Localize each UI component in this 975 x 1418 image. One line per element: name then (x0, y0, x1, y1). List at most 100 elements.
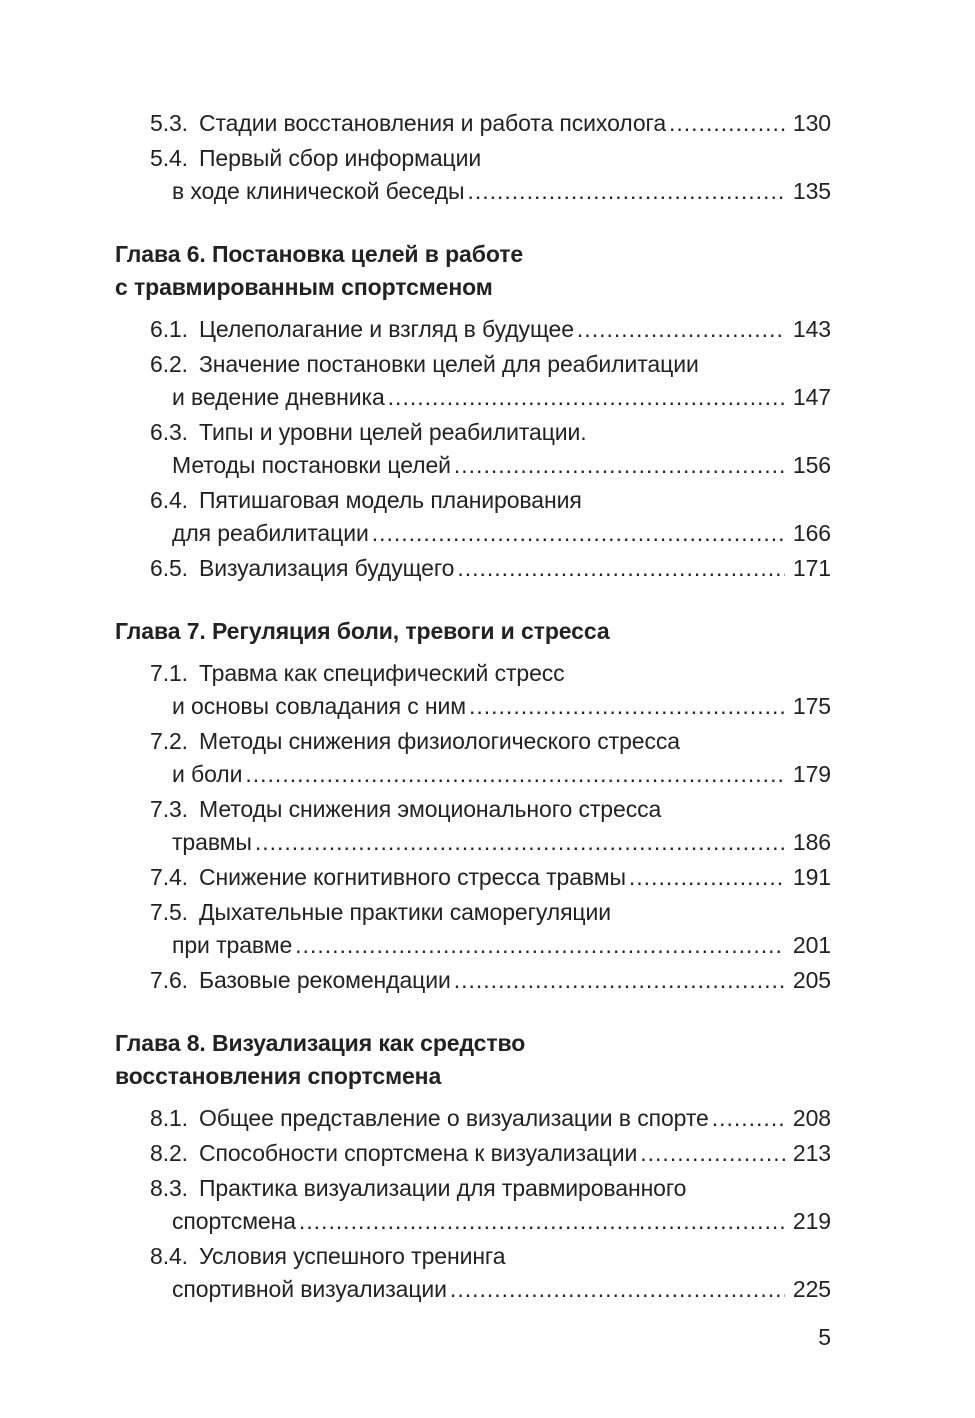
dot-leader (457, 552, 785, 585)
entry-title: и боли (172, 761, 243, 787)
table-of-contents: 5.3. Стадии восстановления и работа психо… (115, 107, 831, 1306)
entry-number: 5.3. (150, 110, 188, 136)
dot-leader (640, 1137, 785, 1170)
toc-entry: 7.2. Методы снижения физиологического стр… (115, 725, 831, 791)
toc-entry-line: Методы постановки целей 156 (172, 449, 831, 482)
entry-number: 7.5. (150, 899, 188, 925)
entry-page-number: 208 (792, 1105, 831, 1131)
entry-title: спортсмена (172, 1208, 296, 1234)
toc-entry-line: 6.1. Целеполагание и взгляд в будущее 143 (150, 313, 831, 346)
toc-entry-line: 5.4. Первый сбор информации (150, 142, 831, 175)
chapter-heading: Глава 6. Постановка целей в работе с трав… (115, 238, 831, 304)
entry-number: 6.1. (150, 316, 188, 342)
page-number-folio: 5 (818, 1324, 831, 1350)
toc-section: Глава 8. Визуализация как средство восста… (115, 1027, 831, 1306)
entry-title: Целеполагание и взгляд в будущее (199, 316, 574, 342)
dot-leader (372, 517, 785, 550)
entry-number: 6.3. (150, 419, 188, 445)
entry-title: при травме (172, 932, 293, 958)
entry-title: Значение постановки целей для реабилитац… (199, 351, 699, 377)
entry-title: Стадии восстановления и работа психолога (199, 110, 667, 136)
entry-number: 7.1. (150, 660, 188, 686)
entry-number: 7.6. (150, 967, 188, 993)
toc-entry-line: 6.3. Типы и уровни целей реабилитации. (150, 416, 831, 449)
dot-leader (299, 1205, 785, 1238)
entry-page-number: 175 (792, 693, 831, 719)
entry-page-number: 130 (792, 110, 831, 136)
entry-page-number: 205 (792, 967, 831, 993)
toc-entry-line: 6.2. Значение постановки целей для реабил… (150, 348, 831, 381)
entry-title: Общее представление о визуализации в спо… (199, 1105, 709, 1131)
toc-entry: 8.1. Общее представление о визуализации в… (115, 1102, 831, 1135)
toc-entry-line: 7.1. Травма как специфический стресс (150, 657, 831, 690)
toc-entry: 7.5. Дыхательные практики саморегуляции пр… (115, 896, 831, 962)
toc-entry-line: 5.3. Стадии восстановления и работа психо… (150, 107, 831, 140)
entry-title: спортивной визуализации (172, 1276, 447, 1302)
dot-leader (467, 175, 785, 208)
entry-title: травмы (172, 829, 252, 855)
chapter-heading: Глава 8. Визуализация как средство восста… (115, 1027, 831, 1093)
entry-page-number: 171 (792, 555, 831, 581)
dot-leader (454, 449, 785, 482)
entry-page-number: 179 (792, 761, 831, 787)
toc-entry-line: в ходе клинической беседы 135 (172, 175, 831, 208)
chapter-heading-line: Глава 7. Регуляция боли, тревоги и стрес… (115, 618, 610, 644)
entry-number: 5.4. (150, 145, 188, 171)
toc-entry: 7.3. Методы снижения эмоционального стрес… (115, 793, 831, 859)
dot-leader (712, 1102, 785, 1135)
dot-leader (577, 313, 785, 346)
toc-entry: 8.3. Практика визуализации для травмирова… (115, 1172, 831, 1238)
dot-leader (629, 861, 785, 894)
toc-entry: 6.1. Целеполагание и взгляд в будущее 143 (115, 313, 831, 346)
entry-title: Дыхательные практики саморегуляции (199, 899, 612, 925)
entry-page-number: 186 (792, 829, 831, 855)
entry-title: Практика визуализации для травмированног… (199, 1175, 687, 1201)
toc-section: Глава 6. Постановка целей в работе с трав… (115, 238, 831, 585)
toc-entry-line: 7.4. Снижение когнитивного стресса травмы… (150, 861, 831, 894)
entry-title: Травма как специфический стресс (199, 660, 565, 686)
toc-entry-line: спортивной визуализации 225 (172, 1273, 831, 1306)
toc-entry-line: 7.6. Базовые рекомендации 205 (150, 964, 831, 997)
toc-entry-line: 7.3. Методы снижения эмоционального стрес… (150, 793, 831, 826)
dot-leader (669, 107, 785, 140)
toc-section: 5.3. Стадии восстановления и работа психо… (115, 107, 831, 208)
toc-entry-line: 6.5. Визуализация будущего 171 (150, 552, 831, 585)
entry-page-number: 225 (792, 1276, 831, 1302)
toc-entry-line: 6.4. Пятишаговая модель планирования (150, 484, 831, 517)
entry-title: Пятишаговая модель планирования (199, 487, 582, 513)
entry-title: Методы снижения эмоционального стресса (199, 796, 662, 822)
toc-entry: 6.5. Визуализация будущего 171 (115, 552, 831, 585)
entry-number: 7.3. (150, 796, 188, 822)
entry-title: и ведение дневника (172, 384, 385, 410)
entry-title: в ходе клинической беседы (172, 178, 465, 204)
toc-entry: 7.1. Травма как специфический стресс и осн… (115, 657, 831, 723)
entry-page-number: 191 (792, 864, 831, 890)
entry-number: 6.5. (150, 555, 188, 581)
entry-number: 6.2. (150, 351, 188, 377)
entry-title: Способности спортсмена к визуализации (199, 1140, 638, 1166)
chapter-heading: Глава 7. Регуляция боли, тревоги и стрес… (115, 615, 831, 648)
entry-page-number: 201 (792, 932, 831, 958)
toc-entry-line: 8.3. Практика визуализации для травмирова… (150, 1172, 831, 1205)
toc-entry-line: 8.1. Общее представление о визуализации в… (150, 1102, 831, 1135)
entry-number: 8.1. (150, 1105, 188, 1131)
entry-number: 8.2. (150, 1140, 188, 1166)
chapter-heading-line: с травмированным спортсменом (115, 274, 493, 300)
entry-page-number: 156 (792, 452, 831, 478)
dot-leader (295, 929, 785, 962)
entry-title: Визуализация будущего (199, 555, 455, 581)
toc-entry-line: при травме 201 (172, 929, 831, 962)
entry-number: 6.4. (150, 487, 188, 513)
toc-entry-line: травмы 186 (172, 826, 831, 859)
dot-leader (255, 826, 785, 859)
entry-title: Первый сбор информации (199, 145, 482, 171)
entry-title: для реабилитации (172, 520, 369, 546)
toc-entry: 7.6. Базовые рекомендации 205 (115, 964, 831, 997)
toc-entry-line: и основы совладания с ним 175 (172, 690, 831, 723)
toc-entry-line: 7.2. Методы снижения физиологического стр… (150, 725, 831, 758)
dot-leader (454, 964, 785, 997)
entry-title: Базовые рекомендации (199, 967, 451, 993)
entry-page-number: 213 (792, 1140, 831, 1166)
entry-title: Типы и уровни целей реабилитации. (199, 419, 587, 445)
toc-entry-line: 7.5. Дыхательные практики саморегуляции (150, 896, 831, 929)
